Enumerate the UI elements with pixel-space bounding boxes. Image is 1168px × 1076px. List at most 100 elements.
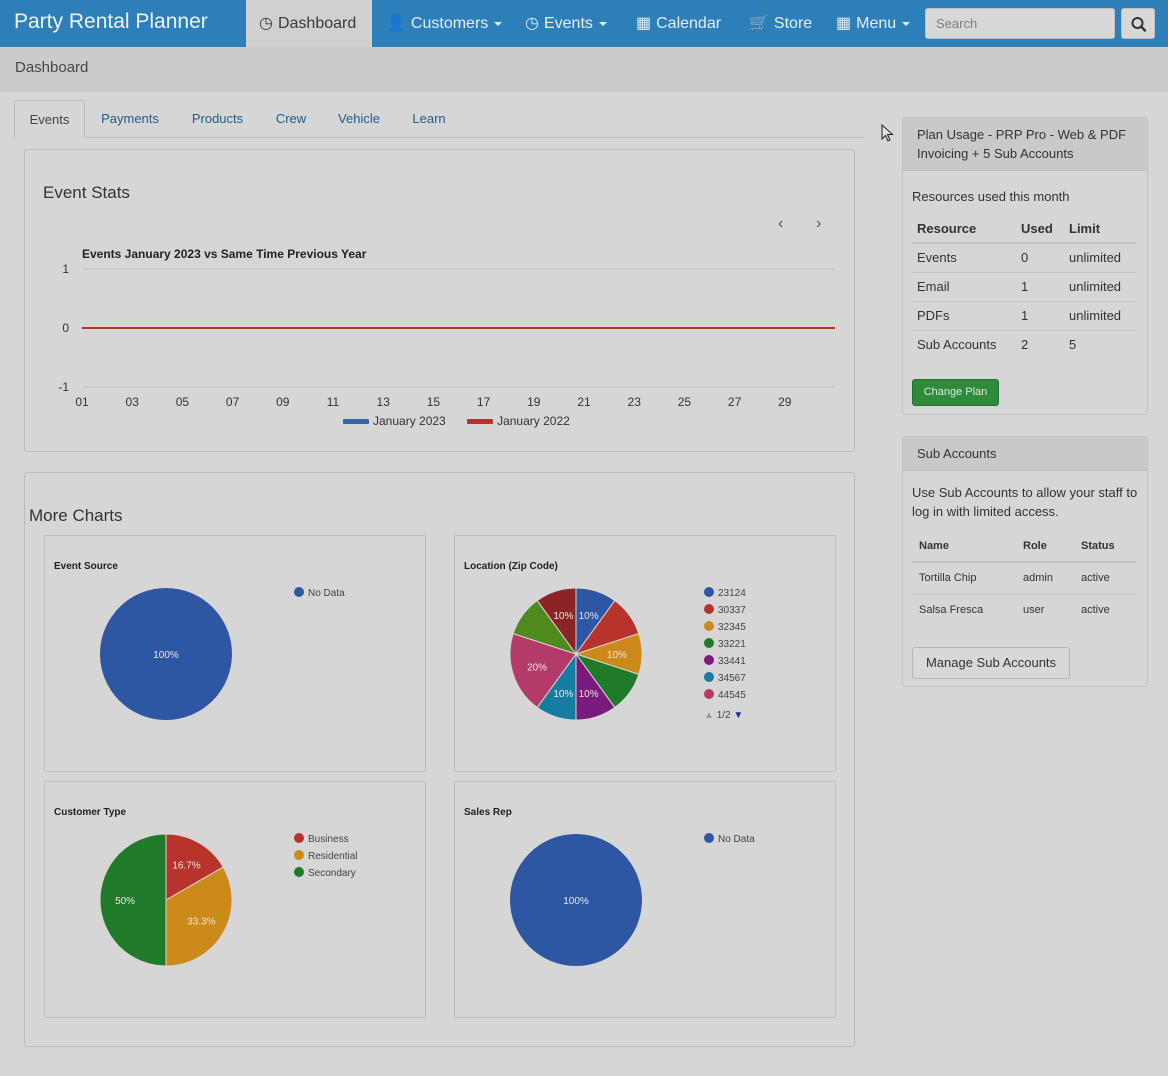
legend-item[interactable]: 30337 [704, 604, 746, 616]
line-chart: 1 0 -1 01 03 05 07 09 11 13 15 17 19 21 23 25 27 29 [58, 262, 835, 409]
tab-crew[interactable]: Crew [275, 111, 307, 126]
legend-dot [704, 833, 714, 843]
legend-label: 33221 [718, 639, 746, 650]
pie-slice[interactable] [509, 632, 577, 709]
legend-dot [294, 833, 304, 843]
pie-slice[interactable] [510, 834, 642, 966]
nav-store[interactable]: 🛒 Store [749, 0, 812, 47]
y-tick-label: 0 [62, 321, 69, 335]
legend-item[interactable]: 32345 [704, 621, 746, 633]
x-tick-label: 15 [427, 395, 441, 409]
calendar-icon: ▦ [636, 15, 652, 32]
legend-page-label: 1/2 [716, 710, 731, 721]
breadcrumb: Dashboard [15, 59, 89, 76]
legend-item[interactable]: 33441 [704, 655, 746, 667]
legend-item[interactable]: 23124 [704, 587, 746, 599]
nav-dashboard[interactable]: ◷ Dashboard [246, 0, 372, 47]
pie-slice[interactable] [165, 866, 233, 967]
legend-item[interactable]: 33221 [704, 638, 746, 650]
table-row: Sub Accounts 2 5 [912, 329, 1136, 359]
next-arrow-icon[interactable]: › [816, 215, 822, 232]
event-stats-heading: Event Stats [43, 183, 130, 202]
legend-item[interactable]: 44545 [704, 689, 746, 701]
breadcrumb-bar: Dashboard [0, 47, 1168, 92]
tab-events[interactable]: Events [14, 100, 85, 139]
search-input[interactable] [925, 8, 1115, 39]
legend-dot [294, 867, 304, 877]
caret-down-icon [902, 21, 911, 26]
legend-item[interactable]: Business [294, 833, 349, 845]
legend-dot [294, 850, 304, 860]
event-source-title: Event Source [54, 561, 118, 572]
legend-item[interactable]: 34567 [704, 672, 746, 684]
prev-arrow-icon[interactable]: ‹ [778, 215, 784, 232]
column-header: Limit [1064, 215, 1136, 244]
nav-calendar[interactable]: ▦ Calendar [636, 0, 721, 47]
table-cell: Email [912, 271, 1016, 301]
legend-dot [704, 655, 714, 665]
legend-item[interactable]: Residential [294, 850, 357, 862]
grid-icon: ▦ [836, 15, 852, 32]
pie-slice[interactable] [165, 833, 224, 901]
sub-accounts-panel: Sub Accounts Use Sub Accounts to allow y… [902, 436, 1148, 687]
table-cell: Sub Accounts [912, 329, 1016, 359]
mouse-cursor-icon [881, 124, 894, 142]
nav-events[interactable]: ◷ Events [525, 0, 607, 47]
table-cell: admin [1016, 561, 1074, 594]
nav-menu[interactable]: ▦ Menu [836, 0, 911, 47]
y-tick-label: 1 [62, 262, 69, 276]
plan-usage-panel: Plan Usage - PRP Pro - Web & PDF Invoici… [902, 117, 1148, 415]
table-cell: PDFs [912, 300, 1016, 330]
nav-store-label: Store [773, 15, 813, 32]
pie-slice[interactable] [99, 833, 167, 967]
search-button[interactable] [1121, 8, 1155, 39]
change-plan-button[interactable]: Change Plan [912, 379, 999, 406]
table-row: Salsa Fresca user active [912, 593, 1136, 626]
location-chart-panel: Location (Zip Code) 10% 10% 10% 10% 20% 10% 2… [454, 535, 836, 772]
legend-entry-jan-2022[interactable]: January 2022 [467, 414, 570, 428]
app-brand[interactable]: Party Rental Planner [14, 10, 208, 33]
plan-usage-title: Plan Usage - PRP Pro - Web & PDF Invoici… [903, 118, 1147, 171]
slice-label: 16.7% [172, 861, 200, 872]
legend-label: Residential [308, 851, 358, 862]
tab-learn[interactable]: Learn [412, 111, 446, 126]
legend-next-icon[interactable]: ▼ [733, 710, 744, 721]
table-cell: 1 [1016, 271, 1064, 301]
nav-events-label: Events [543, 15, 593, 32]
search-icon [1131, 17, 1147, 32]
pie-slice[interactable] [100, 588, 232, 720]
nav-customers[interactable]: 👤 Customers [386, 0, 503, 47]
legend-label: 33441 [718, 656, 746, 667]
tab-payments[interactable]: Payments [101, 111, 159, 126]
table-row: PDFs 1 unlimited [912, 300, 1136, 330]
legend-label: No Data [718, 834, 755, 845]
legend-item[interactable]: No Data [294, 587, 345, 599]
tab-vehicle[interactable]: Vehicle [338, 111, 380, 126]
event-stats-panel: Event Stats ‹ › Events January 2023 vs S… [24, 149, 855, 452]
table-cell: 5 [1064, 329, 1136, 359]
slice-label: 33.3% [187, 916, 215, 927]
column-header: Role [1016, 531, 1074, 563]
legend-item[interactable]: No Data [704, 833, 755, 845]
caret-down-icon [494, 21, 503, 26]
slice-label: 50% [115, 896, 135, 907]
tab-products[interactable]: Products [191, 111, 244, 126]
pie-slice[interactable] [536, 587, 577, 656]
clock-icon: ◷ [525, 15, 539, 32]
table-cell: active [1074, 593, 1136, 626]
legend-dot [294, 587, 304, 597]
table-cell: unlimited [1064, 300, 1136, 330]
x-tick-label: 05 [176, 395, 190, 409]
y-tick-label: -1 [58, 380, 69, 394]
sub-accounts-table: Name Role Status Tortilla Chip admin activ… [912, 531, 1136, 626]
manage-sub-accounts-button[interactable]: Manage Sub Accounts [912, 647, 1070, 679]
location-pie: 10% 10% 10% 10% 20% 10% [509, 587, 643, 721]
legend-entry-jan-2023[interactable]: January 2023 [343, 414, 446, 428]
legend-label: January 2023 [373, 414, 446, 428]
table-header-row: Name Role Status [912, 531, 1136, 563]
legend-dot [704, 638, 714, 648]
x-tick-label: 01 [75, 395, 89, 409]
legend-item[interactable]: Secondary [294, 867, 356, 879]
slice-label: 100% [153, 650, 179, 661]
legend-prev-icon[interactable]: ▲ [704, 710, 714, 721]
